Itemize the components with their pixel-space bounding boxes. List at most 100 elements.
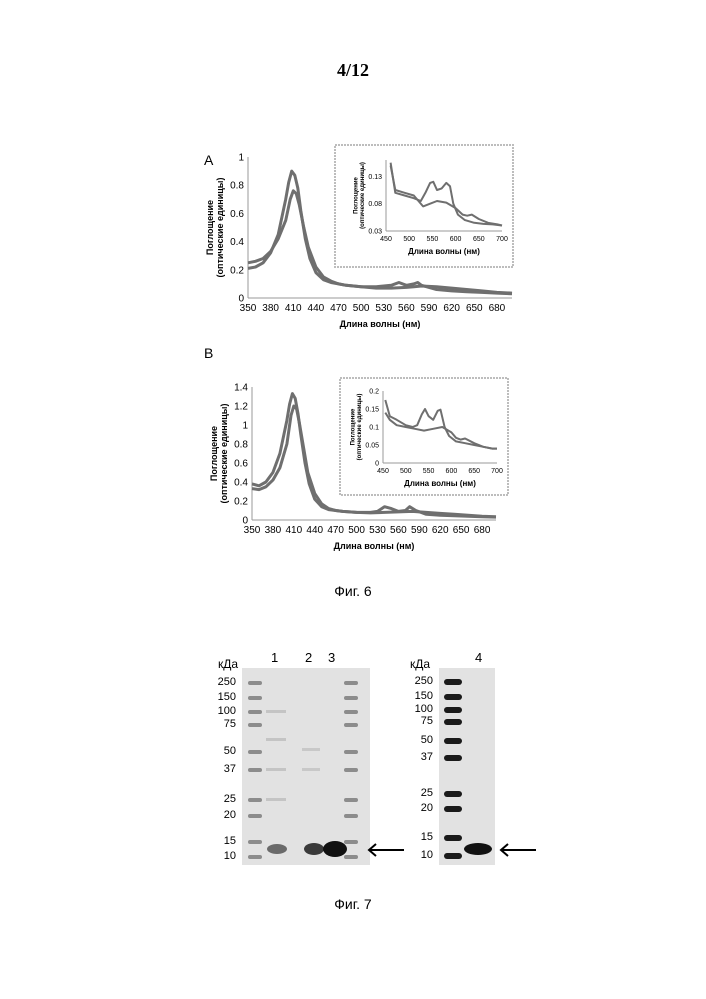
chart-b-inset-y-axis-label: Поглощение(оптические единицы) — [350, 394, 363, 461]
right-gel-marker-label: 37 — [403, 751, 433, 763]
chart-a-inset-x-tick-label: 650 — [473, 236, 485, 243]
chart-a-inset-y-tick-label: 0.03 — [368, 228, 382, 235]
chart-a-x-tick-label: 680 — [489, 303, 506, 314]
chart-b-inset-y-tick-label: 0.1 — [369, 424, 379, 431]
panel-label-a: A — [204, 152, 213, 168]
chart-a-y-axis-label: Поглощение(оптические единицы) — [205, 178, 225, 278]
chart-a-y-tick-label: 0 — [238, 294, 244, 305]
chart-b-x-tick-label: 620 — [432, 525, 449, 536]
right-gel-marker-label: 250 — [403, 675, 433, 687]
left-gel-marker-label: 75 — [206, 718, 236, 730]
chart-b-inset-x-tick-label: 500 — [400, 468, 412, 475]
lane-label-3: 3 — [328, 650, 335, 665]
chart-b-x-tick-label: 500 — [348, 525, 365, 536]
chart-a-inset-y-tick-label: 0.08 — [368, 201, 382, 208]
chart-a-inset-y-axis-label: Поглощение(оптические единицы) — [353, 162, 366, 229]
chart-a-x-tick-label: 410 — [285, 303, 302, 314]
arrow-left-icon — [366, 843, 406, 857]
chart-a-y-tick-label: 0.8 — [230, 181, 244, 192]
chart-b-inset-frame — [340, 378, 508, 495]
chart-a-x-tick-label: 500 — [353, 303, 370, 314]
right-gel-marker-label: 100 — [403, 703, 433, 715]
chart-a-inset-frame — [335, 145, 513, 267]
figure-6-caption: Фиг. 6 — [0, 583, 706, 599]
chart-b-x-tick-label: 560 — [390, 525, 407, 536]
chart-a-x-tick-label: 530 — [375, 303, 392, 314]
chart-b-series-line-1 — [252, 394, 496, 517]
chart-b-x-tick-label: 350 — [244, 525, 261, 536]
chart-b-x-tick-label: 470 — [327, 525, 344, 536]
left-gel-marker-label: 10 — [206, 850, 236, 862]
chart-a-x-tick-label: 380 — [262, 303, 279, 314]
left-gel-marker-label: 50 — [206, 745, 236, 757]
chart-a-x-tick-label: 350 — [240, 303, 257, 314]
lane-label-4: 4 — [475, 650, 482, 665]
chart-a-x-tick-label: 650 — [466, 303, 483, 314]
left-gel-marker-label: 15 — [206, 835, 236, 847]
kda-label-right: кДа — [410, 657, 430, 671]
chart-b-x-tick-label: 530 — [369, 525, 386, 536]
figure-7-caption: Фиг. 7 — [0, 896, 706, 912]
chart-b-inset-x-tick-label: 550 — [423, 468, 435, 475]
chart-b-x-tick-label: 680 — [474, 525, 491, 536]
chart-b-inset-x-tick-label: 600 — [446, 468, 458, 475]
left-gel-marker-label: 37 — [206, 763, 236, 775]
chart-b-y-tick-label: 1.4 — [234, 383, 248, 394]
chart-a-series-line-1 — [248, 171, 512, 294]
chart-a-y-tick-label: 1 — [238, 153, 244, 164]
left-gel-marker-label: 25 — [206, 793, 236, 805]
left-gel — [242, 668, 370, 865]
right-gel-marker-label: 25 — [403, 787, 433, 799]
right-gel — [439, 668, 495, 865]
chart-b-inset-x-tick-label: 450 — [377, 468, 389, 475]
chart-b-x-tick-label: 380 — [265, 525, 282, 536]
chart-b-x-tick-label: 410 — [285, 525, 302, 536]
chart-b-y-tick-label: 0.6 — [234, 459, 248, 470]
right-gel-marker-label: 150 — [403, 690, 433, 702]
chart-a-x-tick-label: 440 — [308, 303, 325, 314]
chart-a-x-tick-label: 560 — [398, 303, 415, 314]
chart-b-x-tick-label: 650 — [453, 525, 470, 536]
chart-a-x-axis-label: Длина волны (нм) — [340, 319, 421, 329]
chart-a-inset-series-line-1 — [391, 163, 502, 226]
chart-b-inset-y-tick-label: 0 — [375, 460, 379, 467]
chart-b-y-tick-label: 1.2 — [234, 402, 248, 413]
right-gel-marker-label: 75 — [403, 715, 433, 727]
chart-b-inset-series-line-1 — [385, 400, 497, 449]
chart-a-y-tick-label: 0.6 — [230, 209, 244, 220]
right-gel-marker-label: 10 — [403, 849, 433, 861]
chart-b-x-axis-label: Длина волны (нм) — [334, 541, 415, 551]
chart-b-y-tick-label: 0.8 — [234, 440, 248, 451]
chart-a-inset-series-line-2 — [391, 166, 502, 226]
left-gel-marker-label: 150 — [206, 691, 236, 703]
kda-label-left: кДа — [218, 657, 238, 671]
left-gel-marker-label: 20 — [206, 809, 236, 821]
chart-b-inset-y-tick-label: 0.15 — [365, 406, 379, 413]
chart-b-inset-series-line-2 — [385, 413, 497, 449]
chart-b-inset-x-tick-label: 650 — [468, 468, 480, 475]
lane-label-1: 1 — [271, 650, 278, 665]
chart-a-inset-x-tick-label: 450 — [380, 236, 392, 243]
chart-b-y-tick-label: 1 — [242, 421, 248, 432]
chart-a-inset-x-tick-label: 500 — [403, 236, 415, 243]
chart-a-inset-y-tick-label: 0.13 — [368, 174, 382, 181]
lane-label-2: 2 — [305, 650, 312, 665]
right-gel-marker-label: 20 — [403, 802, 433, 814]
right-gel-marker-label: 50 — [403, 734, 433, 746]
chart-b-y-tick-label: 0 — [242, 516, 248, 527]
right-gel-marker-label: 15 — [403, 831, 433, 843]
left-gel-marker-label: 250 — [206, 676, 236, 688]
chart-a-inset-x-tick-label: 700 — [496, 236, 508, 243]
chart-b-y-tick-label: 0.4 — [234, 478, 248, 489]
page-number: 4/12 — [0, 60, 706, 81]
chart-b-y-tick-label: 0.2 — [234, 497, 248, 508]
chart-b-inset-y-tick-label: 0.2 — [369, 388, 379, 395]
chart-a-inset-x-tick-label: 550 — [427, 236, 439, 243]
chart-a-series-line-2 — [248, 191, 512, 293]
chart-a-y-tick-label: 0.4 — [230, 237, 244, 248]
chart-a-inset-x-tick-label: 600 — [450, 236, 462, 243]
chart-a-inset-x-axis-label: Длина волны (нм) — [408, 247, 480, 256]
chart-a-y-tick-label: 0.2 — [230, 265, 244, 276]
chart-b-inset-x-axis-label: Длина волны (нм) — [404, 479, 476, 488]
chart-a-x-tick-label: 620 — [443, 303, 460, 314]
